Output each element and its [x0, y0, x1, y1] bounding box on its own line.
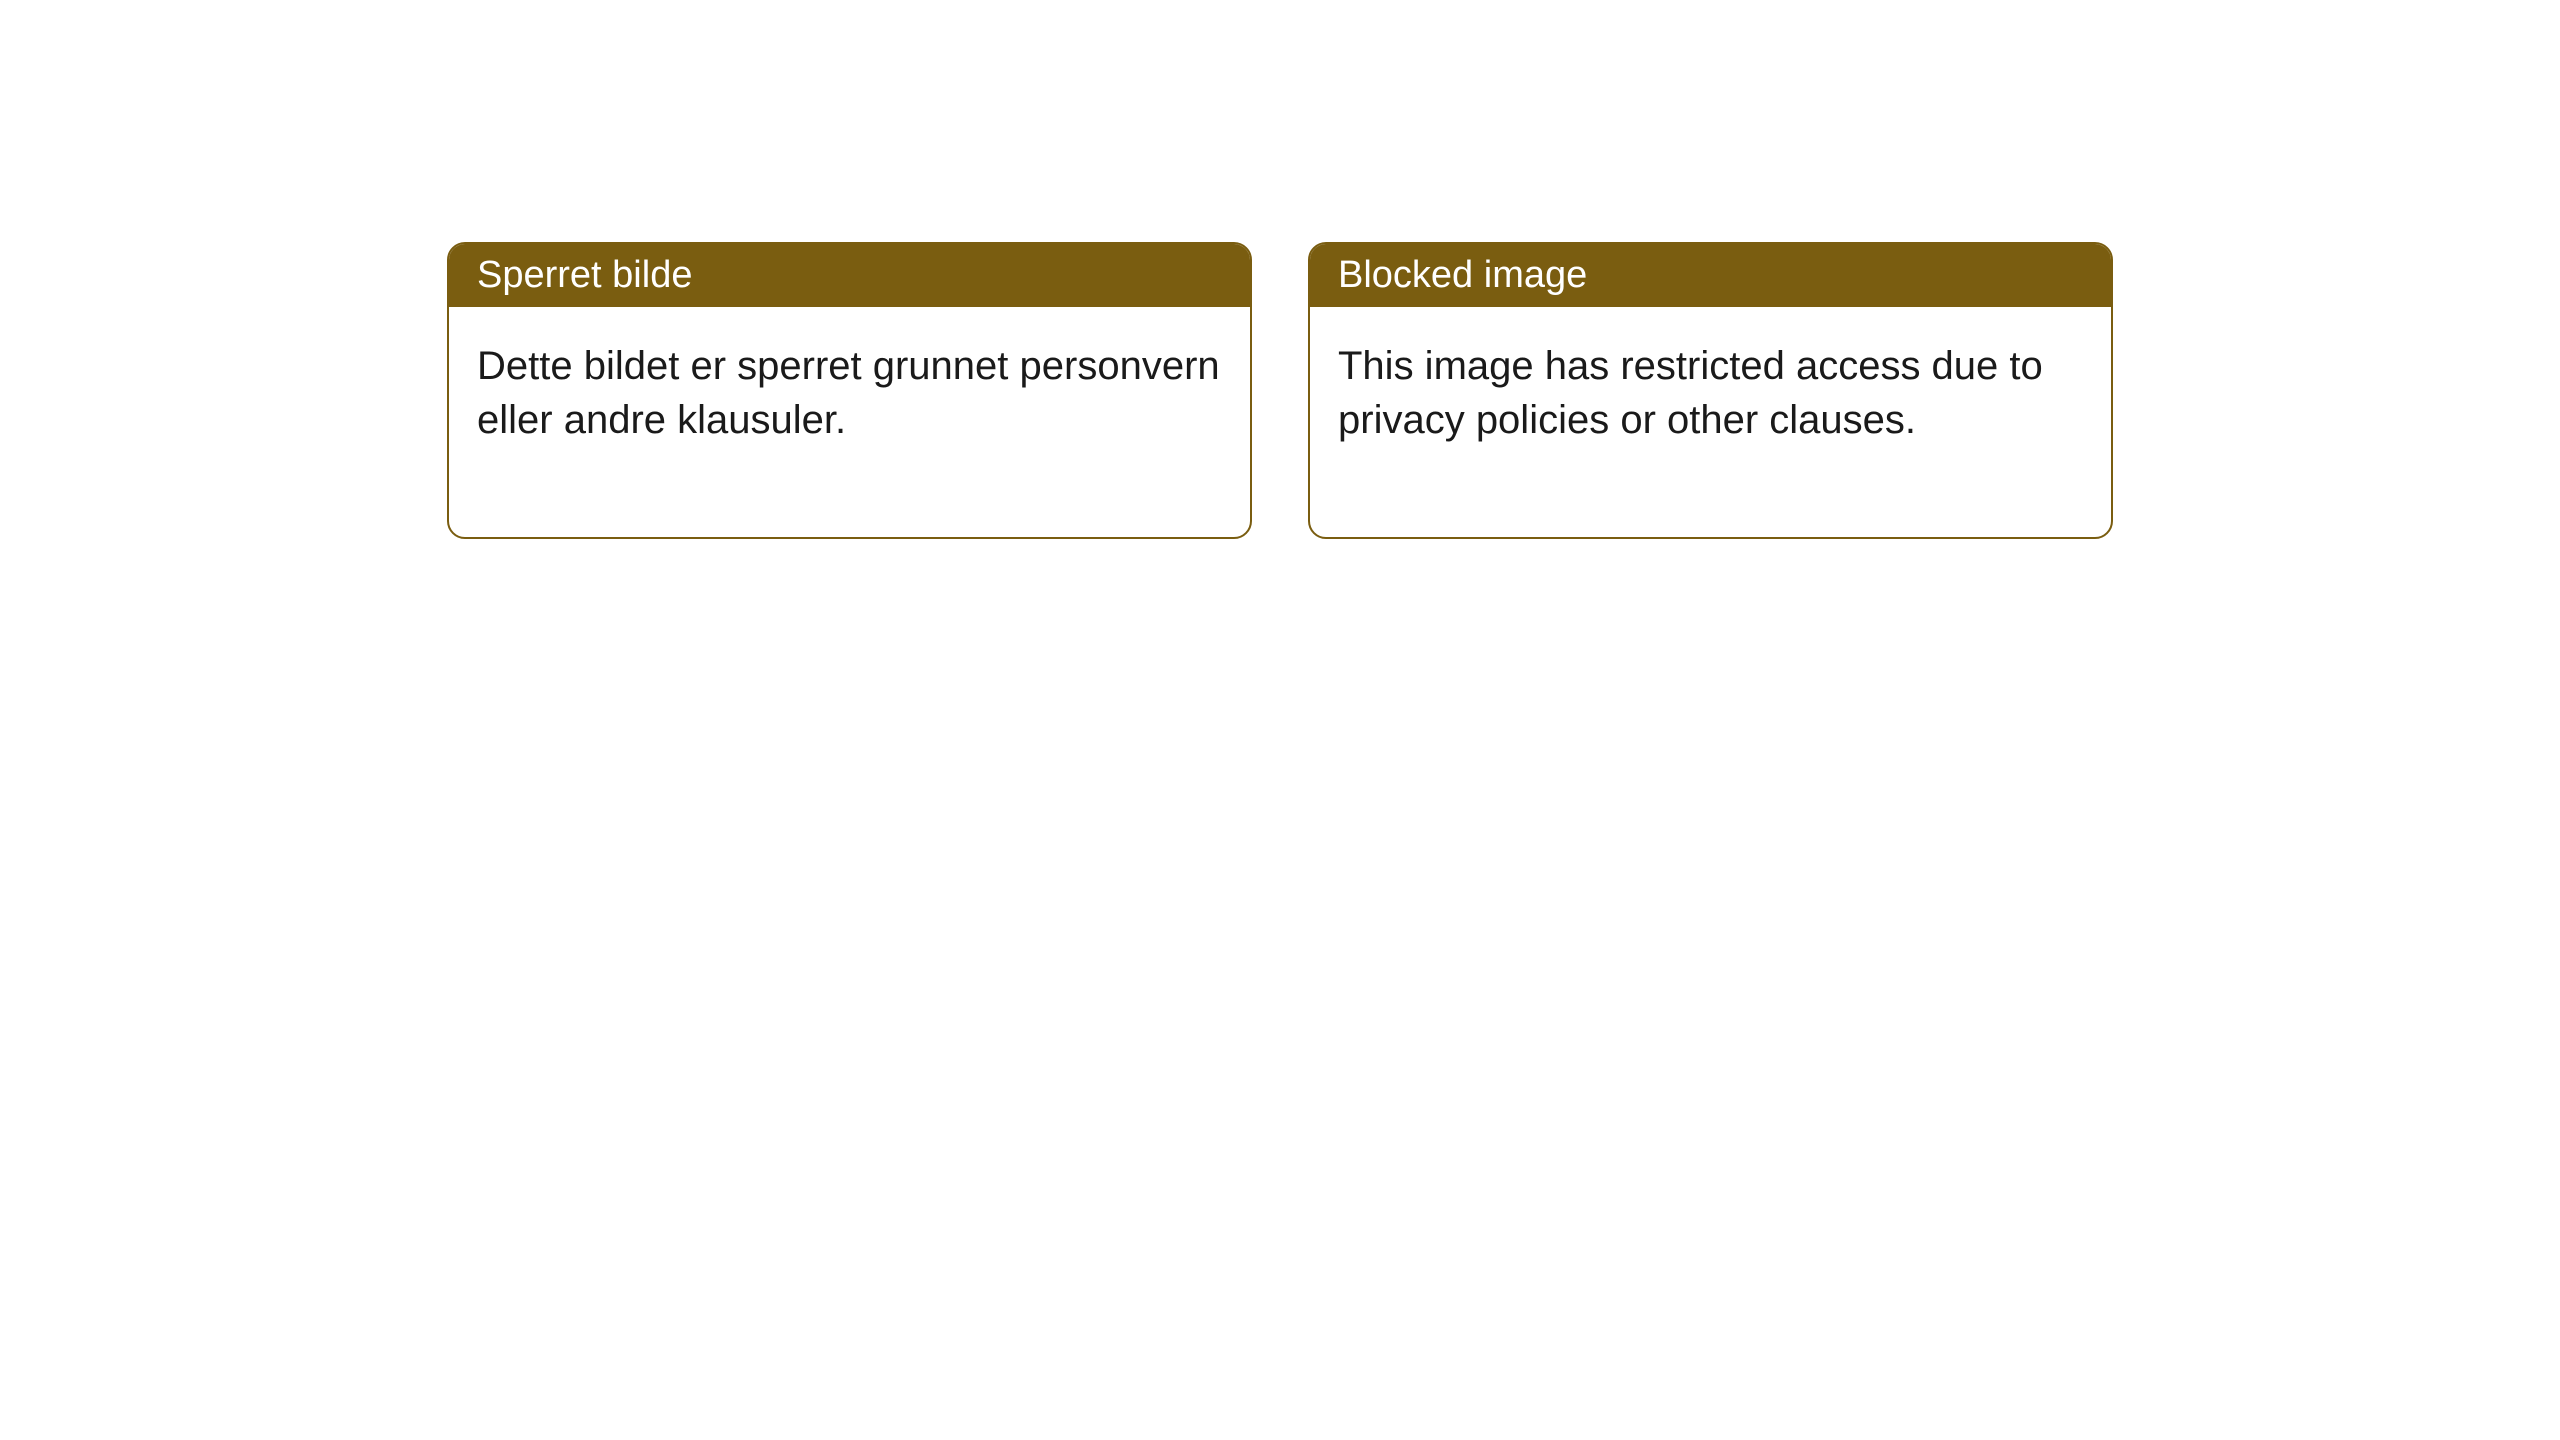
card-body-text: Dette bildet er sperret grunnet personve…	[477, 344, 1220, 442]
card-header: Sperret bilde	[449, 244, 1250, 307]
notice-cards-container: Sperret bilde Dette bildet er sperret gr…	[447, 242, 2113, 539]
card-title: Sperret bilde	[477, 254, 692, 296]
card-body: This image has restricted access due to …	[1310, 307, 2111, 537]
card-body-text: This image has restricted access due to …	[1338, 344, 2043, 442]
card-title: Blocked image	[1338, 254, 1587, 296]
card-body: Dette bildet er sperret grunnet personve…	[449, 307, 1250, 537]
card-header: Blocked image	[1310, 244, 2111, 307]
blocked-image-card-no: Sperret bilde Dette bildet er sperret gr…	[447, 242, 1252, 539]
blocked-image-card-en: Blocked image This image has restricted …	[1308, 242, 2113, 539]
